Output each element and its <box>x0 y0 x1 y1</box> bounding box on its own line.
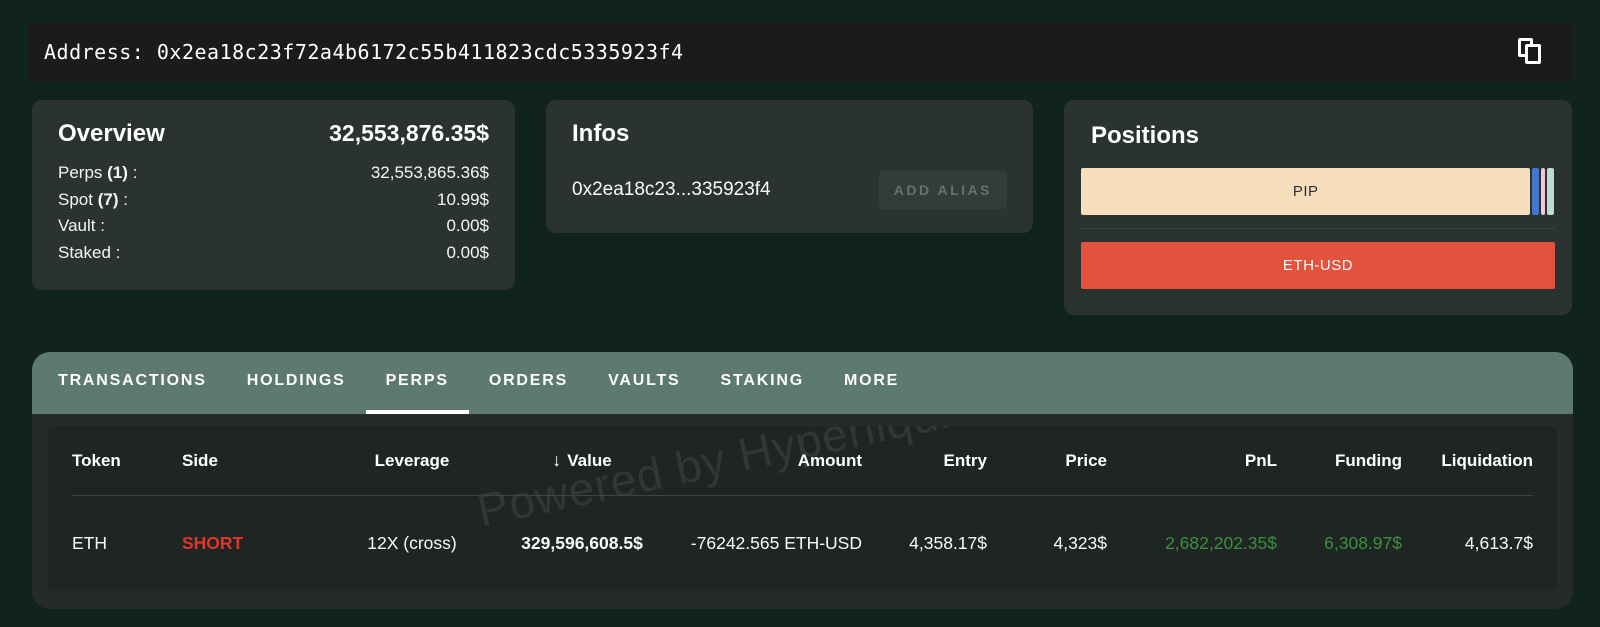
infos-title: Infos <box>572 120 630 147</box>
infos-card: Infos 0x2ea18c23...335923f4 ADD ALIAS <box>546 100 1033 233</box>
overview-row-value: 32,553,865.36$ <box>370 163 489 182</box>
overview-row-vault: Vault : 0.00$ <box>58 213 489 240</box>
header-liquidation[interactable]: Liquidation <box>1441 450 1533 470</box>
header-price[interactable]: Price <box>1065 450 1107 470</box>
positions-title: Positions <box>1091 122 1200 149</box>
cell-liquidation: 4,613.7$ <box>1464 532 1533 553</box>
overview-row-label: Staked : <box>58 242 121 262</box>
cell-side: SHORT <box>182 532 244 553</box>
overview-row-value: 10.99$ <box>437 189 489 209</box>
overview-row-label: Vault : <box>58 216 105 235</box>
cell-entry: 4,358.17$ <box>909 532 987 553</box>
header-entry[interactable]: Entry <box>943 450 987 470</box>
overview-title: Overview <box>58 120 165 147</box>
overview-row-label: Perps (1) : <box>58 163 138 182</box>
header-value[interactable]: ↓ Value <box>552 450 612 470</box>
header-token[interactable]: Token <box>72 450 121 470</box>
address-label: Address: <box>44 39 157 64</box>
copy-icon <box>1518 37 1544 66</box>
header-amount[interactable]: Amount <box>797 450 862 470</box>
position-segment-pip[interactable]: PIP <box>1081 168 1531 215</box>
header-funding[interactable]: Funding <box>1334 450 1402 470</box>
header-pnl[interactable]: PnL <box>1244 450 1277 470</box>
short-address: 0x2ea18c23...335923f4 <box>572 179 771 200</box>
positions-bar-spot: PIP <box>1081 168 1555 215</box>
overview-card: Overview 32,553,876.35$ Perps (1) : 32,5… <box>32 100 515 290</box>
cell-funding: 6,308.97$ <box>1324 532 1402 553</box>
position-segment[interactable] <box>1540 168 1545 215</box>
position-segment-eth-usd[interactable]: ETH-USD <box>1081 242 1555 289</box>
tab-more[interactable]: MORE <box>843 372 900 389</box>
position-segment[interactable] <box>1532 168 1539 215</box>
cell-token: ETH <box>72 532 107 553</box>
cell-amount: -76242.565 ETH-USD <box>690 532 862 553</box>
cell-price: 4,323$ <box>1053 532 1107 553</box>
positions-divider <box>1081 228 1555 229</box>
add-alias-button[interactable]: ADD ALIAS <box>878 171 1007 209</box>
address-value: 0x2ea18c23f72a4b6172c55b411823cdc5335923… <box>156 39 684 64</box>
positions-card: Positions PIP ETH-USD <box>1064 100 1572 315</box>
tab-orders[interactable]: ORDERS <box>488 372 569 389</box>
overview-row-staked: Staked : 0.00$ <box>58 240 489 267</box>
tab-perps[interactable]: PERPS <box>365 352 469 414</box>
table-row[interactable]: ETH SHORT 12X (cross) 329,596,608.5$ -76… <box>72 496 1533 590</box>
address-text: Address: 0x2ea18c23f72a4b6172c55b411823c… <box>44 40 684 64</box>
copy-address-button[interactable] <box>1511 32 1551 72</box>
tab-transactions[interactable]: TRANSACTIONS <box>58 372 207 389</box>
address-bar: Address: 0x2ea18c23f72a4b6172c55b411823c… <box>27 22 1573 81</box>
table-header-row: Token Side Leverage ↓ Value Amount Entry … <box>72 426 1533 496</box>
cell-leverage: 12X (cross) <box>367 532 457 553</box>
header-side[interactable]: Side <box>182 450 218 470</box>
overview-row-spot: Spot (7) : 10.99$ <box>58 187 489 214</box>
cell-value: 329,596,608.5$ <box>521 532 643 553</box>
positions-bar-perps: ETH-USD <box>1081 242 1555 289</box>
position-segment[interactable] <box>1546 168 1555 215</box>
tab-bar: TRANSACTIONS HOLDINGS PERPS ORDERS VAULT… <box>32 352 1573 414</box>
header-leverage[interactable]: Leverage <box>374 450 450 470</box>
cell-pnl: 2,682,202.35$ <box>1165 532 1277 553</box>
perps-table: Powered by Hyperliquid Token Side Levera… <box>48 426 1557 591</box>
tab-vaults[interactable]: VAULTS <box>608 372 681 389</box>
main-panel: TRANSACTIONS HOLDINGS PERPS ORDERS VAULT… <box>32 352 1573 609</box>
overview-row-value: 0.00$ <box>446 242 489 262</box>
summary-cards: Overview 32,553,876.35$ Perps (1) : 32,5… <box>32 100 1572 315</box>
overview-row-label: Spot (7) : <box>58 189 128 209</box>
sort-desc-icon: ↓ <box>552 450 562 470</box>
overview-row-value: 0.00$ <box>446 216 489 235</box>
tab-holdings[interactable]: HOLDINGS <box>246 372 346 389</box>
tab-staking[interactable]: STAKING <box>720 372 804 389</box>
overview-row-perps: Perps (1) : 32,553,865.36$ <box>58 160 489 187</box>
overview-total-value: 32,553,876.35$ <box>329 120 489 146</box>
